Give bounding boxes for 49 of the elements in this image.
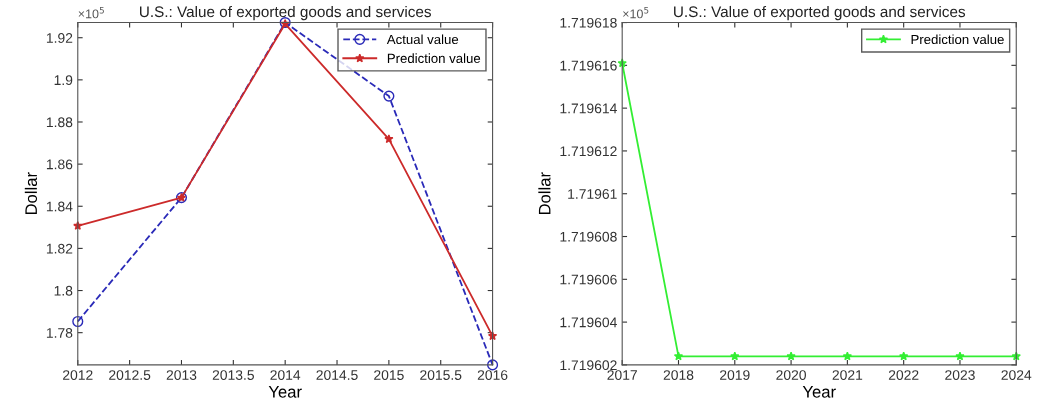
point bbox=[487, 359, 499, 371]
x-axis-title: Year bbox=[802, 386, 836, 398]
x-tick-label: 2012 bbox=[63, 370, 93, 380]
x-tick-label: 2017 bbox=[607, 370, 637, 380]
x-tick-label: 2018 bbox=[663, 370, 694, 380]
y-tick-label: 1.86 bbox=[46, 159, 73, 170]
y-tick-label: 1.719608 bbox=[560, 231, 617, 242]
legend-label: Actual value bbox=[386, 34, 459, 45]
y-tick-label: 1.719604 bbox=[560, 317, 617, 328]
x-axis-title: Year bbox=[268, 386, 302, 398]
x-tick-label: 2013.5 bbox=[212, 370, 254, 380]
y-tick-label: 1.719616 bbox=[560, 60, 617, 71]
y-tick-label: 1.71961 bbox=[568, 189, 617, 199]
chart-title: U.S.: Value of exported goods and services bbox=[140, 5, 431, 21]
text: ×10$^{5}$ bbox=[78, 6, 104, 19]
y-tick-label: 1.719618 bbox=[560, 17, 617, 28]
y-tick-label: 1.719602 bbox=[560, 360, 617, 371]
x-tick-label: 2023 bbox=[945, 370, 975, 380]
y-tick-label: 1.9 bbox=[54, 75, 73, 86]
y-tick-label: 1.719614 bbox=[560, 103, 617, 114]
legend-label: Prediction value bbox=[387, 53, 481, 64]
x-tick-label: 2012.5 bbox=[109, 370, 151, 380]
text: ×10$^{5}$ bbox=[623, 6, 649, 19]
chart-title: U.S.: Value of exported goods and services bbox=[674, 5, 966, 21]
y-tick-label: 1.88 bbox=[46, 117, 73, 128]
y-tick-label: 1.92 bbox=[46, 33, 73, 43]
y-tick-label: 1.82 bbox=[46, 243, 73, 254]
point bbox=[383, 90, 395, 102]
x-tick-label: 2019 bbox=[720, 370, 750, 380]
y-axis-title: Dollar bbox=[538, 172, 551, 215]
y-axis-title: Dollar bbox=[24, 172, 38, 215]
y-tick-label: 1.78 bbox=[46, 328, 73, 338]
y-tick-label: 1.8 bbox=[54, 285, 73, 296]
x-tick-label: 2014 bbox=[270, 370, 301, 380]
point bbox=[72, 315, 84, 328]
y-tick-label: 1.719612 bbox=[560, 146, 617, 157]
x-tick-label: 2013 bbox=[166, 370, 197, 380]
x-tick-label: 2020 bbox=[776, 370, 806, 380]
x-tick-label: 2014.5 bbox=[316, 370, 358, 380]
point bbox=[384, 134, 394, 144]
x-tick-label: 2015.5 bbox=[420, 370, 462, 380]
y-tick-label: 1.84 bbox=[46, 201, 73, 212]
x-tick-label: 2022 bbox=[888, 370, 919, 380]
x-tick-label: 2021 bbox=[832, 370, 863, 380]
legend-label: Prediction value bbox=[911, 34, 1004, 45]
x-tick-label: 2015 bbox=[374, 370, 404, 380]
y-tick-label: 1.719606 bbox=[560, 274, 617, 285]
x-tick-label: 2024 bbox=[1001, 370, 1032, 380]
x-tick-label: 2016 bbox=[477, 370, 508, 380]
